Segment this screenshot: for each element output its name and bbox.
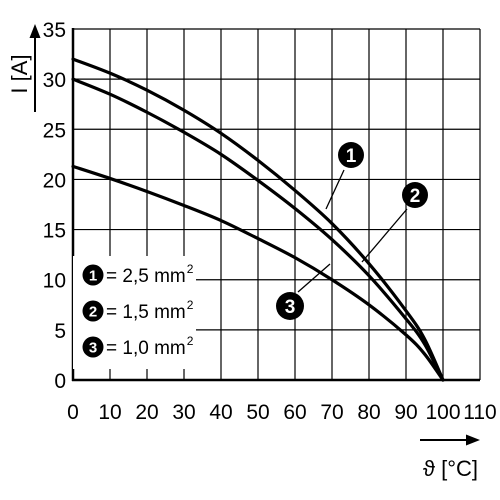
x-tick-label: 60 <box>283 401 306 424</box>
series-callouts: 1 2 3 <box>276 142 428 320</box>
legend-badge-number-3: 3 <box>89 340 97 357</box>
callout-badge-1 <box>338 142 364 168</box>
callout-badge-2 <box>402 182 428 208</box>
y-tick-label: 35 <box>43 19 66 42</box>
x-tick-label: 10 <box>98 401 121 424</box>
y-tick-label: 10 <box>43 270 66 293</box>
callout-number-2: 2 <box>410 186 421 207</box>
legend-label-3: = 1,0 mm <box>106 338 186 359</box>
legend-label-1: = 2,5 mm <box>106 266 186 287</box>
callout-number-3: 3 <box>285 297 296 318</box>
y-tick-label: 30 <box>43 69 66 92</box>
x-tick-label: 110 <box>463 401 496 424</box>
legend-badge-3 <box>82 336 104 358</box>
legend-superscript-2: 2 <box>187 298 194 312</box>
x-tick-label: 30 <box>172 401 195 424</box>
legend-badge-2 <box>82 300 104 322</box>
legend-superscript-1: 2 <box>187 262 194 276</box>
callout-leader-1 <box>325 169 345 210</box>
legend-badge-number-2: 2 <box>89 304 97 321</box>
series-line-3 <box>71 164 445 382</box>
y-tick-label: 20 <box>43 169 66 192</box>
x-tick-label: 100 <box>425 401 460 424</box>
series-line-1 <box>71 57 445 382</box>
y-tick-label: 0 <box>54 370 66 393</box>
x-tick-label: 50 <box>246 401 269 424</box>
x-tick-label: 90 <box>394 401 417 424</box>
x-tick-label: 70 <box>320 401 343 424</box>
y-axis-arrow-head <box>29 24 41 38</box>
tick-labels: 0 10 20 30 40 50 60 70 80 90 100 110 0 5 10 15 20 25 30 35 <box>43 19 497 424</box>
callout-leader-3 <box>297 263 331 293</box>
y-tick-label: 15 <box>43 220 66 243</box>
legend-label-2: = 1,5 mm <box>106 302 186 323</box>
series-line-2 <box>71 77 445 382</box>
legend-badge-number-1: 1 <box>89 268 97 285</box>
legend: 1 = 2,5 mm 22 = 1,5 mm 23 = 1,0 mm 2 <box>73 256 196 369</box>
series-lines <box>71 57 445 382</box>
callout-leader-2 <box>361 208 408 263</box>
x-axis-label: ϑ [°C] <box>423 456 478 481</box>
callout-badge-3 <box>276 292 304 320</box>
x-tick-label: 40 <box>209 401 232 424</box>
y-tick-label: 25 <box>43 119 66 142</box>
x-tick-label: 0 <box>67 401 79 424</box>
legend-badge-1 <box>82 264 104 286</box>
x-axis-arrow-head <box>466 434 480 446</box>
x-tick-label: 80 <box>357 401 380 424</box>
x-axis-title-group: ϑ [°C] <box>420 434 480 481</box>
legend-superscript-3: 2 <box>187 334 194 348</box>
y-axis-label: I [A] <box>7 54 32 93</box>
y-axis-title-group: I [A] <box>7 24 41 112</box>
y-tick-label: 5 <box>54 320 66 343</box>
callout-number-1: 1 <box>346 146 357 167</box>
x-tick-label: 20 <box>135 401 158 424</box>
